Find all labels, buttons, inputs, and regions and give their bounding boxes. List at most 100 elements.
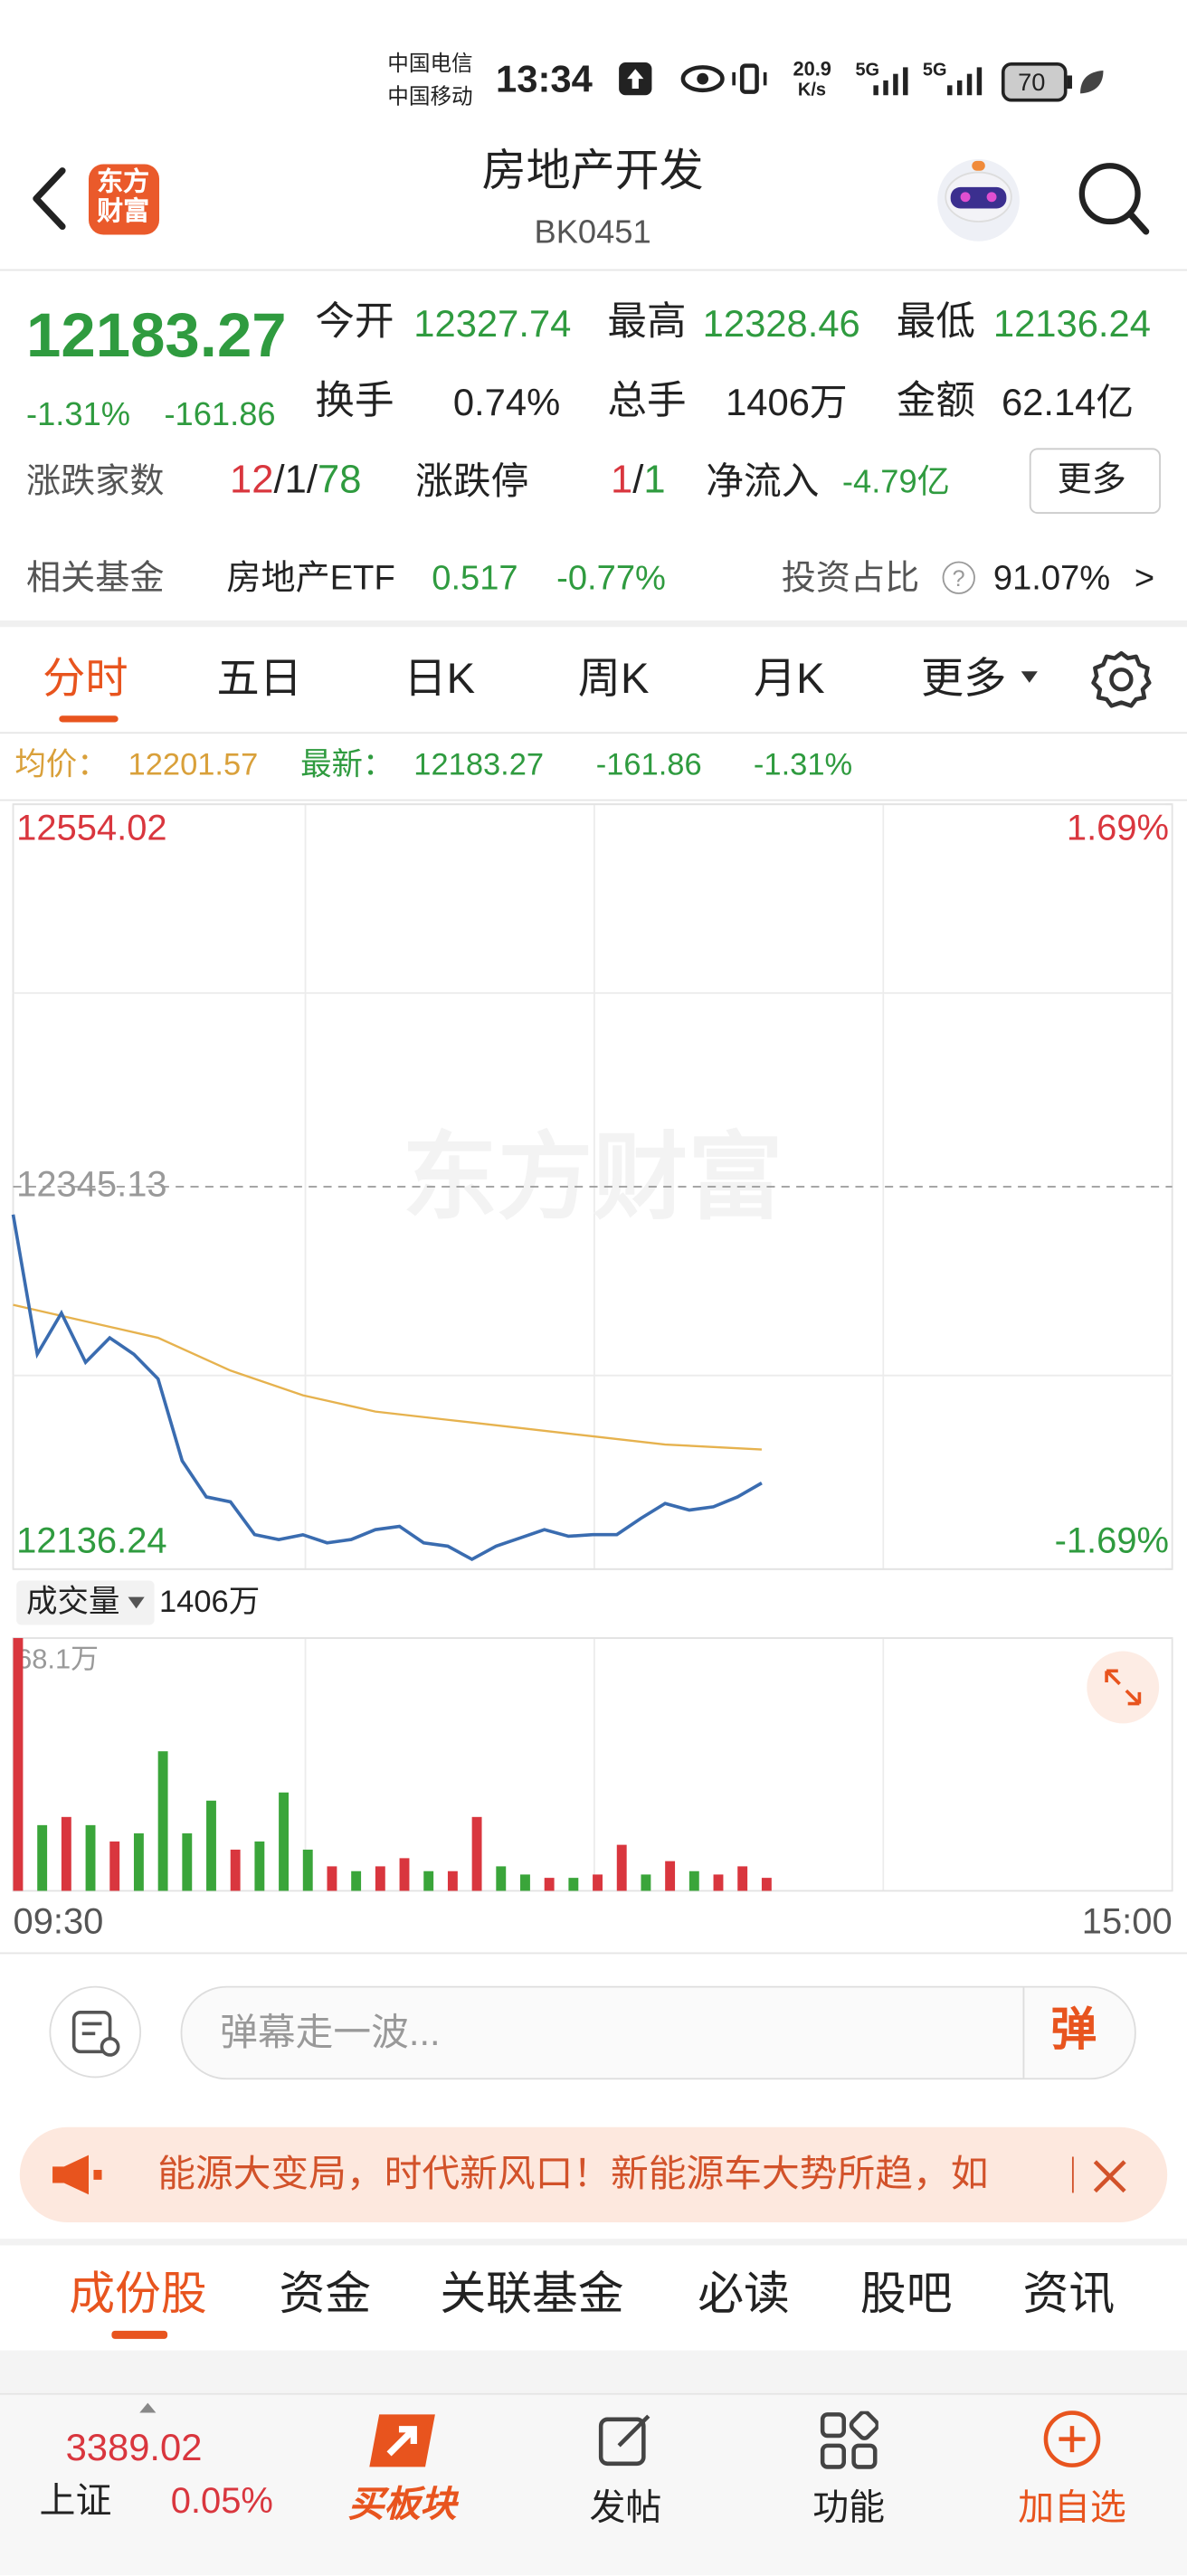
- expand-button[interactable]: [1087, 1651, 1160, 1724]
- assistant-avatar[interactable]: [929, 155, 1028, 247]
- average-line: [13, 1303, 762, 1451]
- section-tab[interactable]: 股吧: [859, 2268, 953, 2320]
- volume-bar: [447, 1870, 458, 1891]
- dropdown-caret: [1021, 671, 1038, 683]
- breadth: 12/1/78: [230, 458, 361, 503]
- volume-bar: [761, 1878, 772, 1891]
- input-divider: [1022, 1987, 1025, 2079]
- expand-icon: [1105, 1669, 1142, 1706]
- volume-bar: [302, 1849, 313, 1891]
- nav-item[interactable]: 发帖: [589, 2486, 662, 2528]
- megaphone-icon: [52, 2155, 102, 2195]
- danmaku-input[interactable]: 弹幕走一波... 弹: [180, 1985, 1136, 2080]
- volume-bar: [593, 1874, 603, 1891]
- change: -161.86: [164, 397, 276, 434]
- section-tab[interactable]: 资金: [279, 2268, 372, 2320]
- section-tab[interactable]: 成份股: [69, 2268, 207, 2320]
- ratio-arrow[interactable]: >: [1134, 559, 1155, 598]
- avg-value: 12201.57: [128, 748, 259, 783]
- chart-tab[interactable]: 周K: [577, 653, 650, 703]
- plot-grid: [13, 804, 1173, 1891]
- volume-bar: [61, 1816, 71, 1891]
- status-icons: [680, 63, 767, 94]
- volume-bar: [616, 1844, 627, 1891]
- more-text: 更多: [1057, 460, 1126, 499]
- stat-label: 总手: [607, 379, 687, 424]
- chart-tab[interactable]: 五日: [216, 653, 302, 703]
- danmaku-settings[interactable]: [49, 1985, 142, 2079]
- limit-down: 1: [643, 458, 666, 503]
- x-tick-label: 15:00: [1082, 1901, 1173, 1941]
- network-type: 5G: [855, 61, 880, 80]
- chart-tab[interactable]: 分时: [43, 653, 128, 703]
- bottom-nav: 3389.02 上证 0.05% 买板块 发帖 功能 加自选: [0, 2392, 1187, 2576]
- volume-selector[interactable]: [16, 1580, 155, 1625]
- section-tab[interactable]: 关联基金: [440, 2268, 624, 2320]
- help-text: ?: [952, 564, 965, 592]
- volume-bar: [737, 1866, 748, 1891]
- limit-label: 涨跌停: [415, 459, 529, 503]
- stat-value: 1406万: [726, 381, 848, 424]
- settings-button[interactable]: [1090, 649, 1153, 711]
- back-button[interactable]: [23, 164, 71, 232]
- stat-label: 换手: [315, 379, 394, 424]
- dropdown-caret: [128, 1596, 145, 1609]
- banner-divider: [1071, 2156, 1074, 2193]
- function-icon: [820, 2410, 878, 2469]
- volume-bar: [182, 1833, 193, 1891]
- send-button[interactable]: 弹: [1050, 2003, 1097, 2055]
- carrier: 中国电信: [387, 51, 473, 76]
- nav-item[interactable]: 加自选: [1018, 2486, 1126, 2528]
- stat-label: 金额: [896, 379, 975, 424]
- chart-tab[interactable]: 月K: [753, 653, 825, 703]
- stat-value: 62.14亿: [1001, 381, 1135, 424]
- page-title: 房地产开发: [481, 146, 704, 195]
- close-button[interactable]: [1090, 2156, 1130, 2196]
- board-code: BK0451: [534, 214, 651, 251]
- volume-bar: [544, 1878, 555, 1891]
- volume-bar: [375, 1866, 385, 1891]
- index-name: 上证: [39, 2479, 112, 2522]
- post-icon: [598, 2414, 650, 2467]
- volume-bar: [85, 1824, 96, 1891]
- volume-bar: [520, 1874, 530, 1891]
- watermark: 东方财富: [403, 1125, 783, 1231]
- chart-tab[interactable]: 更多: [921, 653, 1007, 703]
- chart-tab[interactable]: 日K: [404, 653, 476, 703]
- divider: [0, 799, 1187, 801]
- price-line: [11, 1214, 763, 1562]
- limit: 1/1: [611, 458, 666, 503]
- nav-item[interactable]: 功能: [812, 2486, 886, 2528]
- avg-label: 均价：: [14, 748, 109, 783]
- y2-tick-label: -1.69%: [1055, 1520, 1169, 1560]
- danmaku-icon: [71, 2010, 120, 2057]
- app-logo: 东方 财富: [88, 164, 160, 235]
- stat-label: 今开: [315, 300, 394, 346]
- section-tab[interactable]: 资讯: [1022, 2268, 1116, 2320]
- tab-underline: [59, 715, 119, 723]
- volume-total: 1406万: [159, 1585, 260, 1619]
- signal-icon: [873, 67, 908, 96]
- caret-up: [139, 2402, 157, 2413]
- promo-banner[interactable]: 能源大变局，时代新风口！新能源车大势所趋，如: [19, 2126, 1168, 2223]
- section-tab[interactable]: 必读: [698, 2268, 790, 2320]
- fund-label: 相关基金: [26, 559, 165, 598]
- volume-bar: [157, 1751, 168, 1891]
- index-value[interactable]: 3389.02: [65, 2426, 203, 2469]
- help-icon[interactable]: ?: [942, 561, 975, 594]
- fund-name[interactable]: 房地产ETF: [226, 559, 395, 598]
- network-type: 5G: [922, 61, 947, 80]
- last-label: 最新：: [300, 748, 394, 783]
- upload-icon: [619, 62, 652, 96]
- volume-bar: [279, 1792, 290, 1891]
- search-button[interactable]: [1074, 157, 1153, 240]
- nav-item[interactable]: 买板块: [347, 2483, 457, 2524]
- banner-text: 能源大变局，时代新风口！新能源车大势所趋，如: [157, 2155, 989, 2193]
- volume-bar: [13, 1638, 24, 1891]
- up-count: 12: [230, 458, 274, 503]
- stat-label: 最高: [607, 300, 687, 346]
- y-tick-label: 12554.02: [16, 809, 166, 848]
- more-button[interactable]: 更多: [1029, 448, 1161, 514]
